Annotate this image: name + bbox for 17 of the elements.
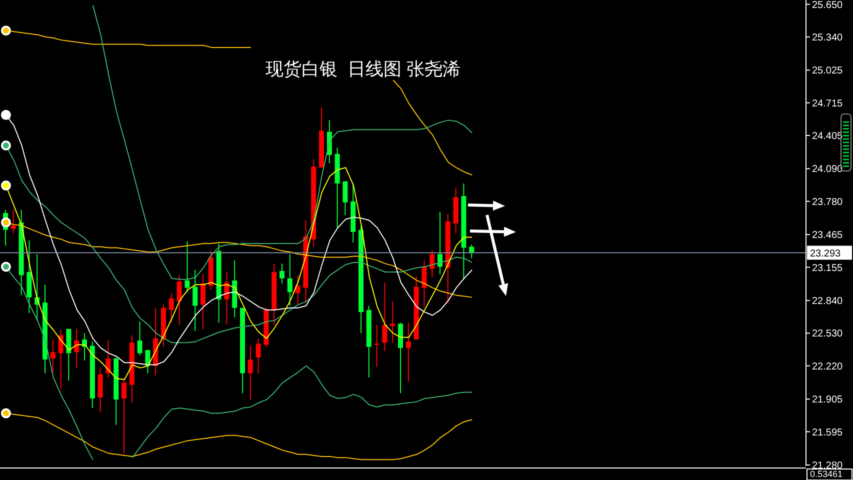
y-tick-label: 25.650	[812, 0, 844, 11]
ref-line-label: 23.293	[810, 248, 842, 260]
text: 0.53461	[810, 469, 843, 479]
y-tick-label: 24.715	[812, 98, 844, 110]
y-tick-label: 21.595	[812, 427, 844, 438]
y-tick-label: 21.905	[812, 394, 844, 406]
y-tick-label: 25.025	[812, 66, 844, 77]
text: 现货白银 日线图 张尧浠	[265, 59, 461, 79]
y-tick-label: 23.780	[812, 196, 844, 208]
y-tick-label: 25.340	[812, 32, 844, 44]
y-tick-label: 22.220	[812, 361, 844, 372]
y-tick-label: 24.090	[812, 164, 844, 176]
y-tick-label: 23.465	[812, 230, 844, 242]
y-tick-label: 22.840	[812, 296, 844, 308]
y-tick-label: 21.280	[812, 460, 844, 472]
y-tick-label: 22.530	[812, 328, 844, 340]
y-tick-label: 23.155	[812, 262, 844, 274]
